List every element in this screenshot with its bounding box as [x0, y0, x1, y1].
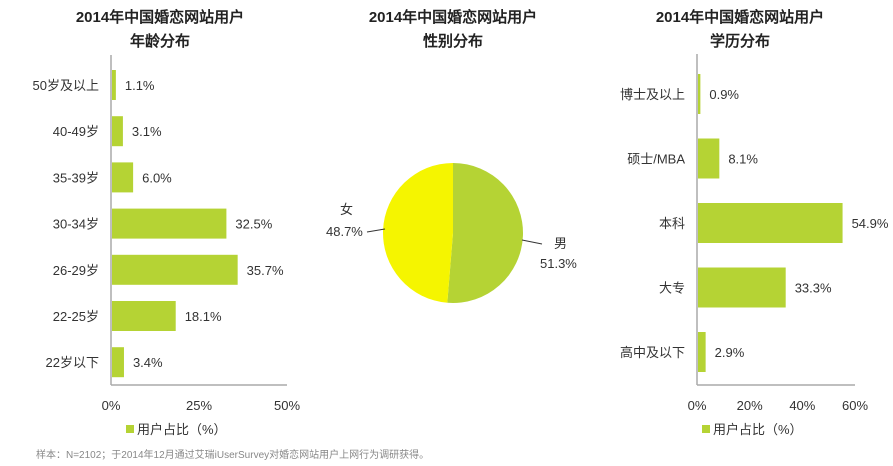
bar — [112, 347, 124, 378]
category-label: 26-29岁 — [53, 263, 99, 278]
data-label: 2.9% — [715, 345, 745, 360]
pie-slice-female — [383, 163, 453, 303]
slice-name-female: 女 — [340, 202, 353, 217]
bar — [698, 203, 843, 243]
data-label: 8.1% — [728, 152, 758, 167]
education-chart-title: 2014年中国婚恋网站用户 学历分布 — [655, 9, 825, 50]
data-label: 1.1% — [125, 78, 155, 93]
data-label: 54.9% — [852, 216, 889, 231]
category-label: 40-49岁 — [53, 124, 99, 139]
category-label: 本科 — [659, 216, 685, 231]
x-tick-label: 60% — [842, 398, 868, 413]
category-label: 大专 — [659, 281, 685, 296]
bar — [112, 70, 116, 100]
data-label: 0.9% — [709, 87, 739, 102]
category-label: 硕士/MBA — [627, 152, 685, 167]
category-label: 30-34岁 — [53, 217, 99, 232]
pie-slice-male — [447, 163, 524, 304]
legend-label: 用户占比（%） — [713, 422, 803, 437]
category-label: 博士及以上 — [620, 87, 685, 102]
x-tick-label: 50% — [274, 398, 300, 413]
legend-swatch — [702, 425, 710, 433]
slice-label-female: 48.7% — [326, 224, 363, 239]
slice-name-male: 男 — [554, 236, 567, 251]
category-label: 50岁及以上 — [33, 78, 99, 93]
leader-line-male — [521, 239, 543, 245]
data-label: 35.7% — [247, 263, 284, 278]
legend-label: 用户占比（%） — [137, 422, 227, 437]
bar — [698, 74, 701, 114]
bar — [112, 208, 227, 239]
bar — [698, 267, 786, 308]
leader-line-female — [366, 228, 386, 233]
bar — [698, 138, 720, 179]
x-tick-label: 0% — [102, 398, 121, 413]
legend-swatch — [126, 425, 134, 433]
age-chart-title: 2014年中国婚恋网站用户 年龄分布 — [75, 9, 245, 50]
category-label: 高中及以下 — [620, 345, 685, 360]
bar — [112, 162, 134, 193]
data-label: 6.0% — [142, 170, 172, 185]
category-label: 22岁以下 — [46, 355, 99, 370]
category-label: 35-39岁 — [53, 170, 99, 185]
bar — [698, 332, 706, 372]
category-label: 22-25岁 — [53, 309, 99, 324]
bar — [112, 116, 123, 147]
data-label: 18.1% — [185, 309, 222, 324]
sample-note: 样本：N=2102；于2014年12月通过艾瑞iUserSurvey对婚恋网站用… — [36, 450, 430, 461]
x-tick-label: 40% — [789, 398, 815, 413]
slice-label-male: 51.3% — [540, 256, 577, 271]
x-tick-label: 25% — [186, 398, 212, 413]
bar — [112, 254, 238, 285]
bar — [112, 301, 176, 331]
data-label: 3.4% — [133, 355, 163, 370]
x-tick-label: 0% — [688, 398, 707, 413]
data-label: 32.5% — [235, 217, 272, 232]
x-tick-label: 20% — [737, 398, 763, 413]
data-label: 33.3% — [795, 281, 832, 296]
data-label: 3.1% — [132, 124, 162, 139]
gender-chart-title: 2014年中国婚恋网站用户 性别分布 — [368, 9, 538, 50]
